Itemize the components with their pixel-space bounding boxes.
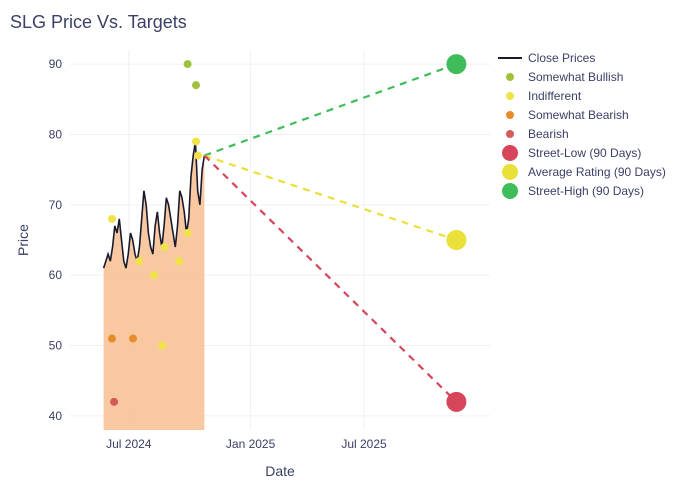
analyst-dot: [110, 398, 118, 406]
analyst-dot: [129, 335, 137, 343]
price-area: [104, 141, 205, 430]
x-axis-label: Date: [265, 463, 295, 479]
y-tick-label: 60: [49, 268, 63, 282]
legend-label: Somewhat Bullish: [528, 70, 623, 84]
chart-title: SLG Price Vs. Targets: [10, 12, 187, 33]
target-marker-average_rating: [446, 230, 466, 250]
legend-label: Bearish: [528, 127, 569, 141]
x-tick-label: Jul 2025: [341, 437, 387, 451]
analyst-dot: [192, 137, 200, 145]
chart-svg: 40 50 60 70 80 90 Jul 2024 Jan 2025 Jul 2025 Pric…: [0, 0, 700, 500]
analyst-dot: [108, 215, 116, 223]
analyst-dot: [150, 271, 158, 279]
legend-swatch-dot-large: [502, 164, 518, 180]
target-line-street_high: [204, 64, 456, 155]
legend-label: Street-High (90 Days): [528, 184, 644, 198]
legend-swatch-dot: [506, 130, 514, 138]
legend-label: Indifferent: [528, 89, 582, 103]
analyst-dot: [108, 335, 116, 343]
y-tick-label: 90: [49, 57, 63, 71]
analyst-dot: [158, 342, 166, 350]
y-tick-label: 50: [49, 339, 63, 353]
analyst-dot: [184, 60, 192, 68]
x-tick-label: Jul 2024: [106, 437, 152, 451]
analyst-dot: [184, 229, 192, 237]
legend-label: Close Prices: [528, 51, 595, 65]
analyst-dot: [194, 152, 202, 160]
legend-swatch-dot: [506, 73, 514, 81]
target-line-street_low: [204, 156, 456, 402]
analyst-dot: [192, 81, 200, 89]
legend-swatch-dot-large: [502, 183, 518, 199]
y-axis-label: Price: [15, 224, 31, 256]
y-tick-label: 40: [49, 409, 63, 423]
y-tick-label: 70: [49, 198, 63, 212]
legend-label: Average Rating (90 Days): [528, 165, 666, 179]
legend-swatch-dot: [506, 92, 514, 100]
legend-swatch-dot-large: [502, 145, 518, 161]
y-tick-label: 80: [49, 127, 63, 141]
legend-label: Street-Low (90 Days): [528, 146, 641, 160]
target-marker-street_low: [446, 392, 466, 412]
analyst-dot: [175, 257, 183, 265]
chart-container: SLG Price Vs. Targets 40 50 60 70 80 90 Jul 20…: [0, 0, 700, 500]
target-marker-street_high: [446, 54, 466, 74]
x-tick-label: Jan 2025: [226, 437, 276, 451]
analyst-dot: [161, 243, 169, 251]
analyst-dot: [135, 257, 143, 265]
target-line-average_rating: [204, 156, 456, 240]
legend-swatch-dot: [506, 111, 514, 119]
legend-label: Somewhat Bearish: [528, 108, 629, 122]
